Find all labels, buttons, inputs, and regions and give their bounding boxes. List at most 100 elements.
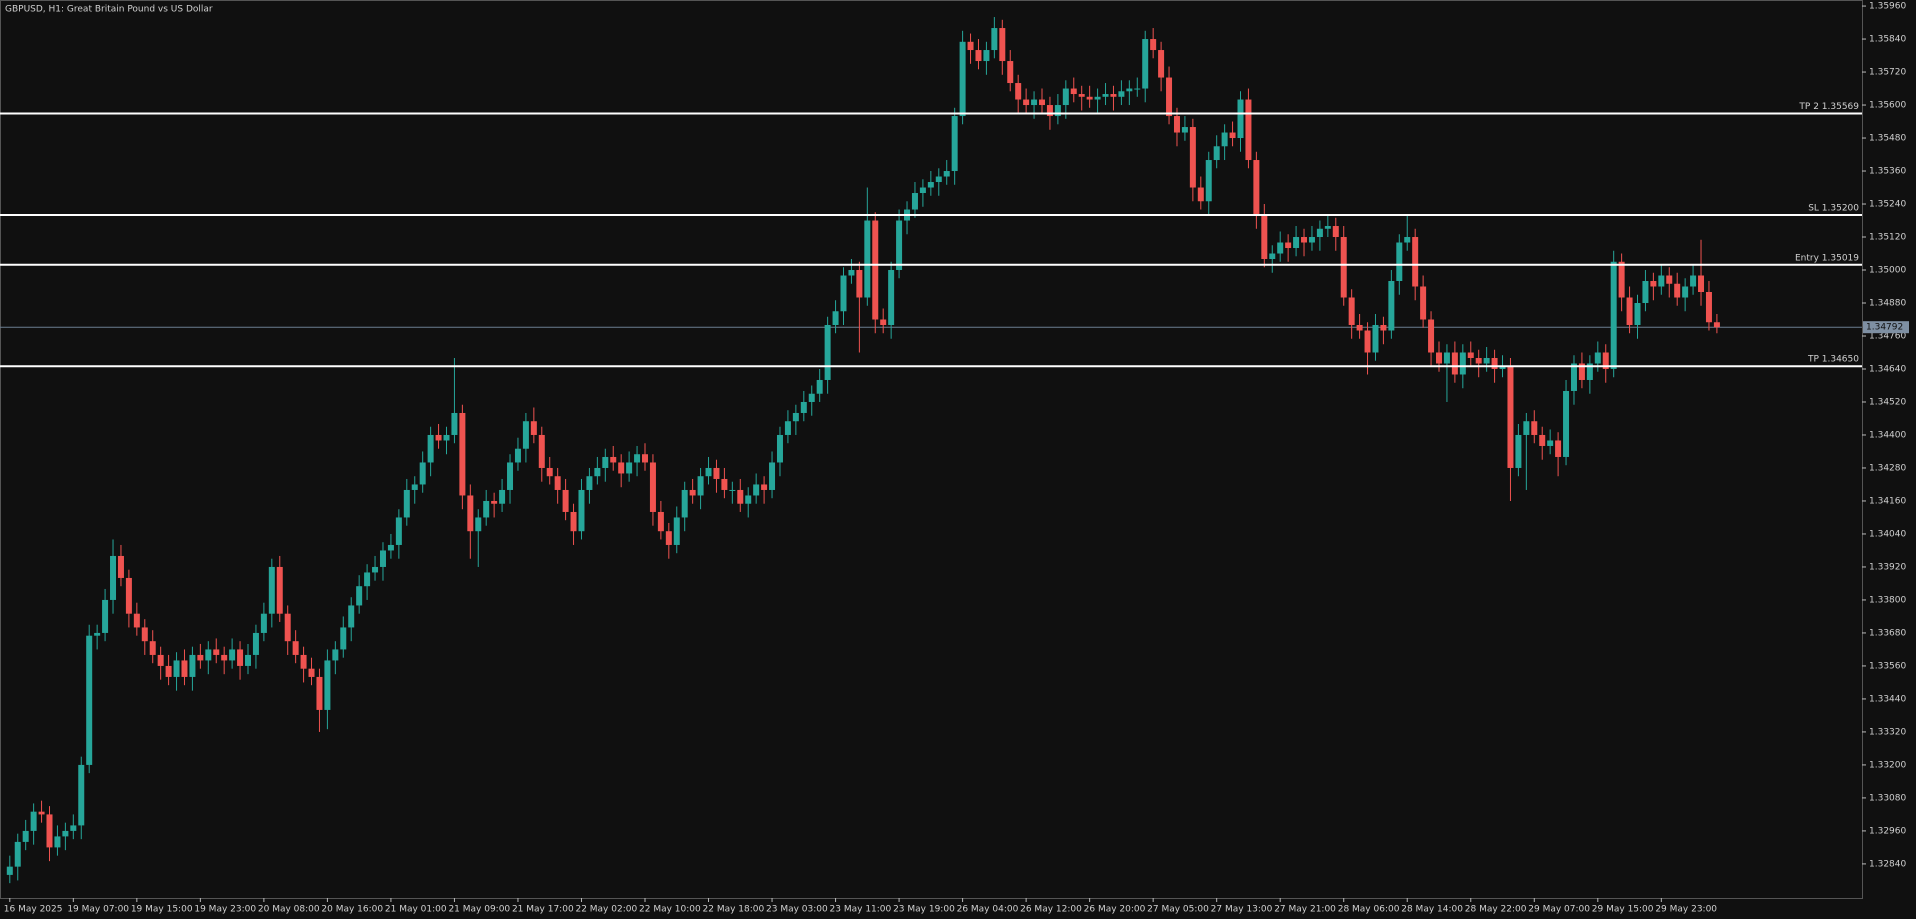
candle-body: [308, 668, 315, 677]
candle-body: [1229, 132, 1236, 139]
candle-body: [1181, 127, 1188, 133]
candle-body: [1634, 302, 1641, 325]
x-tick-label: 21 May 09:00: [448, 905, 510, 915]
candle-body: [483, 500, 490, 518]
candle-body: [1213, 146, 1220, 161]
candle-body: [1356, 324, 1363, 331]
candle-body: [30, 811, 37, 831]
candle-body: [848, 270, 855, 276]
candle-body: [1380, 324, 1387, 331]
x-tick-label: 26 May 04:00: [957, 905, 1019, 915]
y-tick-label: 1.34520: [1869, 397, 1906, 407]
y-tick-label: 1.34040: [1869, 529, 1906, 539]
candle-body: [888, 270, 895, 325]
candle-body: [260, 613, 267, 633]
candle-body: [427, 434, 434, 463]
candle-body: [372, 566, 379, 573]
candle-body: [1682, 286, 1689, 298]
candle-body: [245, 654, 251, 666]
candle-body: [1713, 322, 1720, 328]
x-tick-label: 19 May 07:00: [67, 905, 129, 915]
candle-body: [1674, 283, 1681, 298]
candle-body: [578, 489, 585, 532]
candle-body: [443, 434, 450, 441]
candle-body: [1618, 261, 1625, 298]
candle-body: [1690, 275, 1697, 287]
candle-body: [1054, 105, 1061, 117]
candle-body: [141, 627, 148, 642]
candle-body: [237, 649, 244, 666]
candle-body: [173, 660, 180, 677]
candle-body: [776, 434, 783, 463]
candle-body: [610, 456, 617, 463]
candle-body: [403, 489, 410, 518]
candle-body: [340, 627, 347, 650]
x-tick-label: 28 May 06:00: [1338, 905, 1400, 915]
candle-body: [816, 379, 823, 394]
y-tick-label: 1.34160: [1869, 496, 1906, 506]
candle-body: [14, 841, 21, 867]
candle-body: [792, 412, 799, 422]
candle-body: [586, 476, 593, 490]
candle-body: [649, 462, 656, 512]
x-tick-label: 29 May 07:00: [1528, 905, 1590, 915]
candle-body: [1602, 352, 1609, 369]
candle-body: [252, 632, 259, 655]
candle-body: [761, 484, 768, 490]
candle-body: [530, 421, 537, 435]
y-tick-label: 1.35960: [1869, 2, 1906, 12]
x-tick-label: 27 May 05:00: [1147, 905, 1209, 915]
candle-body: [62, 830, 69, 837]
candle-body: [951, 116, 958, 172]
candle-body: [316, 676, 323, 710]
candle-body: [1586, 363, 1593, 380]
candle-body: [681, 489, 688, 518]
candle-body: [86, 635, 93, 765]
candle-body: [1404, 237, 1411, 243]
y-tick-label: 1.35000: [1869, 266, 1906, 276]
y-tick-label: 1.32960: [1869, 826, 1906, 836]
candle-body: [999, 28, 1006, 62]
candle-body: [1308, 237, 1315, 243]
candle-body: [1705, 292, 1712, 323]
candle-body: [1046, 105, 1053, 117]
candle-body: [618, 462, 625, 474]
candle-body: [1197, 187, 1204, 202]
y-tick-label: 1.33800: [1869, 595, 1906, 605]
candle-body: [110, 555, 117, 600]
candle-body: [959, 41, 966, 117]
x-tick-label: 23 May 03:00: [766, 905, 828, 915]
candle-body: [229, 649, 236, 661]
candle-body: [1412, 237, 1419, 287]
x-tick-label: 21 May 17:00: [512, 905, 574, 915]
candle-body: [324, 660, 331, 710]
candle-body: [165, 665, 172, 677]
candle-body: [1253, 160, 1260, 216]
candle-body: [22, 830, 29, 842]
x-tick-label: 26 May 20:00: [1084, 905, 1146, 915]
candle-body: [1269, 253, 1276, 260]
candle-body: [1531, 421, 1538, 435]
candle-body: [1515, 434, 1522, 468]
candle-body: [1539, 434, 1546, 446]
y-tick-label: 1.33440: [1869, 694, 1906, 704]
candle-body: [411, 484, 418, 490]
candle-body: [197, 654, 204, 661]
candle-body: [697, 476, 704, 496]
candle-body: [157, 654, 164, 666]
candle-body: [1015, 83, 1022, 100]
candle-body: [1245, 99, 1252, 161]
candle-body: [673, 517, 680, 545]
candle-body: [387, 544, 394, 551]
candle-body: [554, 476, 561, 490]
candle-body: [1499, 366, 1506, 369]
candle-body: [570, 511, 577, 532]
candle-body: [983, 50, 990, 62]
candle-body: [1372, 324, 1379, 353]
candle-body: [721, 478, 728, 490]
candle-body: [1237, 99, 1244, 139]
candle-body: [1436, 352, 1442, 364]
candle-body: [1698, 275, 1705, 293]
candle-body: [729, 489, 736, 491]
x-tick-label: 16 May 2025: [4, 905, 63, 915]
